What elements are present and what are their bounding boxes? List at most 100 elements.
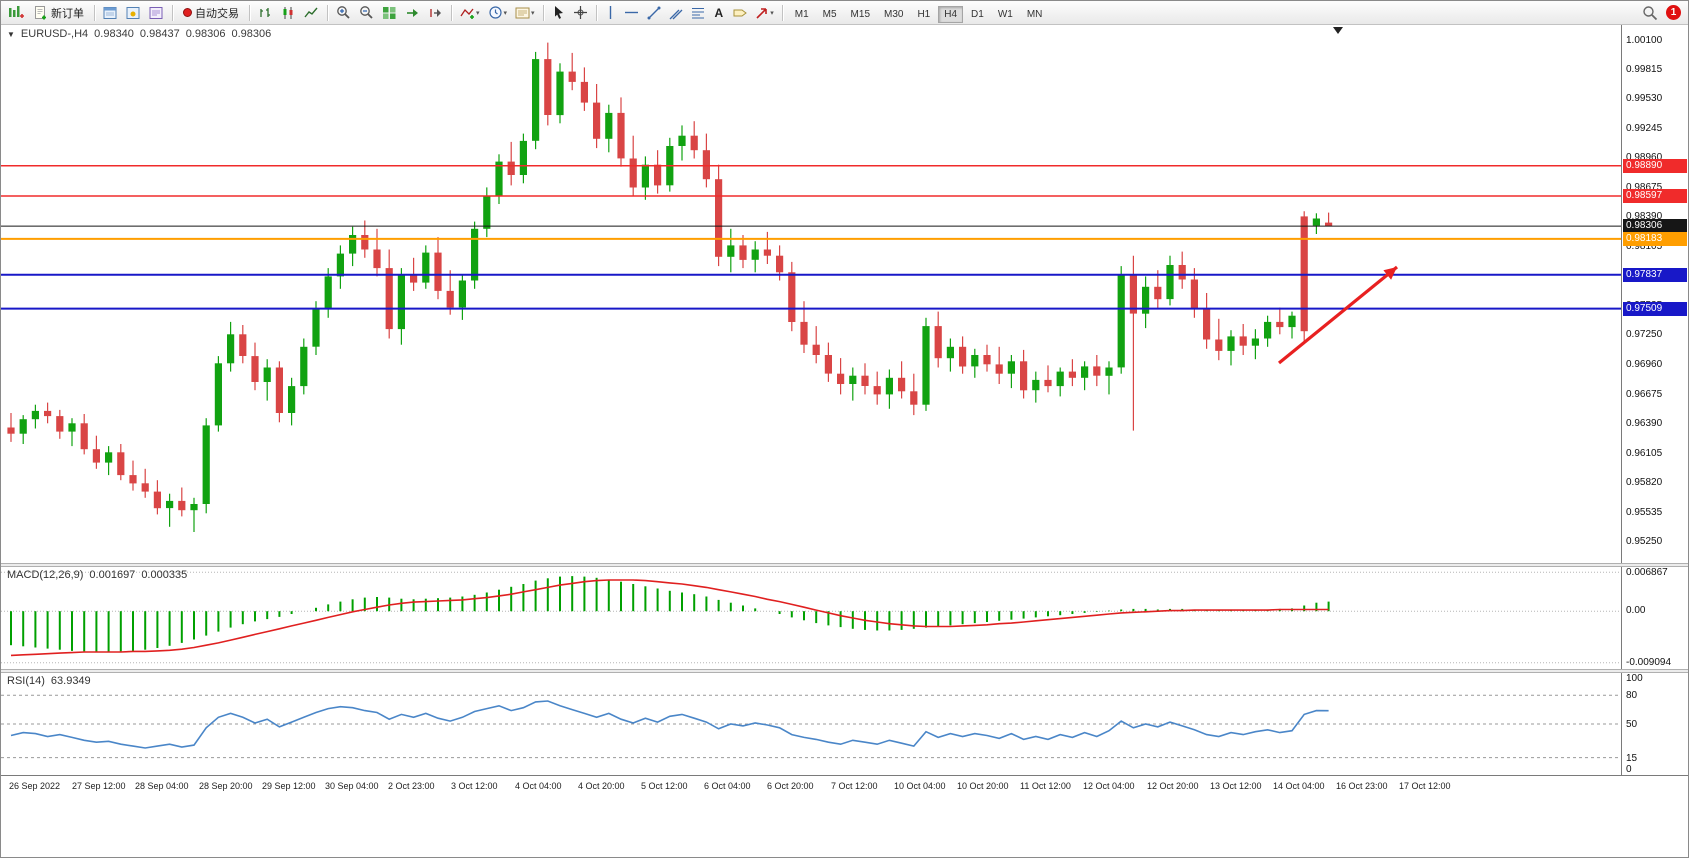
price-axis-tick: 0.96675 <box>1626 389 1663 400</box>
timeframe-button-m5[interactable]: M5 <box>822 8 837 20</box>
templates-icon[interactable]: ▾ <box>512 5 538 21</box>
macd-plot[interactable]: MACD(12,26,9) 0.001697 0.000335 <box>1 567 1621 669</box>
macd-axis[interactable]: 0.006867 0.00 -0.009094 <box>1621 567 1688 669</box>
symbol-dropdown-icon[interactable]: ▼ <box>7 29 15 39</box>
terminal-icon[interactable] <box>146 5 167 21</box>
tile-windows-icon[interactable] <box>379 5 400 21</box>
auto-trading-button[interactable]: 自动交易 <box>178 4 244 22</box>
candle-body <box>92 449 100 463</box>
arrow-tool-icon[interactable]: ▾ <box>752 5 777 21</box>
new-order-icon <box>35 6 46 20</box>
candle-body <box>800 321 808 345</box>
text-tool-icon[interactable]: A <box>714 5 724 20</box>
timeframe-button-h1[interactable]: H1 <box>917 8 931 20</box>
price-axis[interactable]: 1.00100 0.99815 0.99530 0.99245 0.98960 0.986… <box>1621 25 1688 563</box>
line-chart-icon[interactable] <box>301 5 322 21</box>
timeframe-button-m15[interactable]: M15 <box>850 8 870 20</box>
rsi-axis-tick: 80 <box>1626 690 1638 701</box>
candle-body <box>1081 366 1089 378</box>
chart-shift-icon[interactable] <box>425 5 446 21</box>
label-tool-icon[interactable] <box>730 5 750 21</box>
new-order-label: 新订单 <box>51 7 84 20</box>
time-axis-label: 4 Oct 04:00 <box>515 781 562 791</box>
zoom-out-icon[interactable] <box>356 4 377 21</box>
rsi-pane: RSI(14) 63.9349 100 80 50 15 0 <box>1 673 1688 775</box>
search-icon[interactable] <box>1639 4 1661 22</box>
low-value: 0.98306 <box>185 28 226 40</box>
price-axis-tick: 0.97250 <box>1626 329 1663 340</box>
new-chart-icon[interactable] <box>5 4 27 21</box>
cursor-icon[interactable] <box>549 4 568 21</box>
candle-body <box>593 102 601 139</box>
candle-body <box>1227 336 1235 351</box>
periods-icon[interactable]: ▾ <box>485 4 511 21</box>
dropdown-caret-icon: ▾ <box>531 9 535 17</box>
candle-body <box>1264 321 1272 339</box>
fibonacci-tool-icon[interactable] <box>688 5 708 21</box>
candle-body <box>1178 265 1186 280</box>
zoom-in-icon[interactable] <box>333 4 354 21</box>
price-level-badge: 0.98597 <box>1623 189 1687 203</box>
candle-body <box>1044 379 1052 387</box>
candle-body <box>1020 361 1028 391</box>
candle-body <box>959 346 967 367</box>
time-axis[interactable]: 26 Sep 2022 27 Sep 12:00 28 Sep 04:00 28 Se… <box>1 775 1688 797</box>
trendline-tool-icon[interactable] <box>644 5 664 21</box>
timeframe-group: M1 M5 M15 M30 H1 H4 D1 W1 MN <box>788 4 1050 23</box>
notification-badge[interactable]: 1 <box>1666 5 1681 20</box>
separator <box>451 4 452 21</box>
timeframe-button-m30[interactable]: M30 <box>884 8 904 20</box>
candle-body <box>410 274 418 283</box>
pane-splitter[interactable] <box>1 669 1688 673</box>
price-level-badge: 0.97837 <box>1623 268 1687 282</box>
new-order-button[interactable]: 新订单 <box>29 4 89 22</box>
rsi-axis-tick: 0 <box>1626 764 1632 775</box>
time-axis-label: 10 Oct 20:00 <box>957 781 1009 791</box>
candle-body <box>373 249 381 269</box>
candle-body <box>31 410 39 420</box>
trend-arrow[interactable] <box>1277 265 1399 365</box>
candle-body <box>617 112 625 159</box>
price-axis-tick: 0.95820 <box>1626 477 1663 488</box>
auto-trading-label: 自动交易 <box>195 7 239 20</box>
candlestick-chart[interactable] <box>1 25 1621 563</box>
candle-body <box>580 81 588 103</box>
price-level-badge: 0.97509 <box>1623 302 1687 316</box>
time-axis-label: 12 Oct 20:00 <box>1147 781 1199 791</box>
time-axis-label: 4 Oct 20:00 <box>578 781 625 791</box>
price-plot[interactable]: ▼ EURUSD-,H4 0.98340 0.98437 0.98306 0.9… <box>1 25 1621 563</box>
candle-body <box>288 386 296 413</box>
rsi-axis[interactable]: 100 80 50 15 0 <box>1621 673 1688 775</box>
bar-chart-icon[interactable] <box>255 5 276 21</box>
pane-splitter[interactable] <box>1 563 1688 567</box>
candle-body <box>44 410 52 417</box>
toolbar: 新订单 自动交易 <box>1 1 1688 25</box>
timeframe-button-h4[interactable]: H4 <box>938 5 964 23</box>
rsi-plot[interactable]: RSI(14) 63.9349 <box>1 673 1621 775</box>
candle-body <box>19 419 27 434</box>
candle-body <box>153 491 161 509</box>
indicators-icon[interactable]: ▾ <box>457 5 483 21</box>
timeframe-button-m1[interactable]: M1 <box>794 8 809 20</box>
candle-body <box>263 367 271 382</box>
horizontal-line-tool-icon[interactable] <box>621 6 642 19</box>
timeframe-button-w1[interactable]: W1 <box>997 8 1013 20</box>
candle-body <box>129 475 137 484</box>
candle-body <box>751 249 759 260</box>
candle-body <box>654 164 662 186</box>
auto-scroll-icon[interactable] <box>402 5 423 21</box>
separator <box>327 4 328 21</box>
timeframe-button-mn[interactable]: MN <box>1026 8 1043 20</box>
separator <box>781 4 783 21</box>
navigator-icon[interactable] <box>123 5 144 21</box>
candle-body <box>422 252 430 283</box>
timeframe-button-d1[interactable]: D1 <box>971 8 984 20</box>
vertical-line-tool-icon[interactable] <box>602 4 619 21</box>
market-watch-icon[interactable] <box>100 5 121 21</box>
candle-body <box>1166 265 1174 300</box>
open-value: 0.98340 <box>94 28 134 40</box>
candlestick-chart-icon[interactable] <box>278 5 299 21</box>
channel-tool-icon[interactable] <box>666 5 686 21</box>
candle-body <box>434 252 442 291</box>
crosshair-icon[interactable] <box>570 4 591 21</box>
